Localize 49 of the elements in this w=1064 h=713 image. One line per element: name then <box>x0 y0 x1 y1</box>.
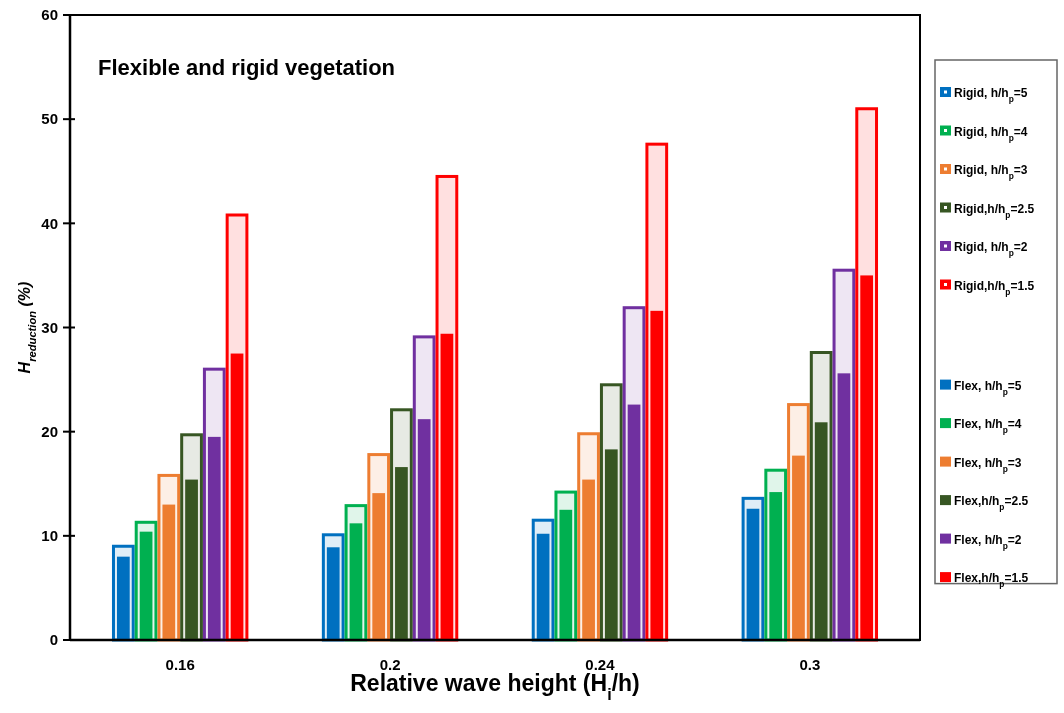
y-tick-label: 30 <box>41 318 58 336</box>
x-axis-title: Relative wave height (H$_{i}$/h) <box>350 670 640 703</box>
legend-label: Flex, h/h$_{p}$=5 <box>954 378 1022 397</box>
bar <box>814 422 828 640</box>
legend-label: Flex, h/h$_{p}$=3 <box>954 455 1022 474</box>
bar <box>627 404 641 640</box>
bar <box>792 455 805 640</box>
x-tick-label: 0.3 <box>799 656 821 673</box>
legend-label: Flex,h/h$_{p}$=1.5 <box>954 571 1029 590</box>
bar <box>230 353 244 640</box>
legend-label: Rigid,h/h$_{p}$=1.5 <box>954 278 1035 297</box>
text: Flexible and rigid vegetation <box>98 55 396 80</box>
legend-label: Rigid, h/h$_{p}$=3 <box>954 163 1028 181</box>
legend-label: Flex, h/h$_{p}$=4 <box>954 417 1022 436</box>
bar <box>349 523 363 640</box>
legend-label: Rigid, h/h$_{p}$=5 <box>954 86 1028 104</box>
bar <box>860 275 874 640</box>
legend-label: Rigid, h/h$_{p}$=4 <box>954 124 1028 143</box>
bar <box>440 333 454 640</box>
y-tick-label: 10 <box>41 527 58 545</box>
y-tick-label: 0 <box>49 631 58 649</box>
bar <box>395 467 408 640</box>
legend-label: Rigid, h/h$_{p}$=2 <box>954 240 1028 258</box>
bar <box>650 310 664 640</box>
bar <box>116 556 130 640</box>
bar <box>582 479 595 640</box>
bar <box>417 419 431 640</box>
bar <box>837 373 851 640</box>
y-tick-label: 60 <box>41 6 58 24</box>
bar <box>746 508 760 640</box>
legend-label: Flex,h/h$_{p}$=2.5 <box>954 494 1029 513</box>
y-tick-label: 20 <box>41 422 58 440</box>
y-tick-label: 50 <box>41 110 58 128</box>
x-tick-label: 0.2 <box>379 656 401 673</box>
legend-label: Rigid,h/h$_{p}$=2.5 <box>954 201 1035 220</box>
bar <box>207 436 221 640</box>
x-tick-label: 0.24 <box>585 656 616 673</box>
x-tick-label: 0.16 <box>165 656 195 673</box>
bar <box>372 493 386 640</box>
bar <box>185 479 198 640</box>
bar <box>326 547 340 640</box>
y-tick-label: 40 <box>41 214 58 232</box>
bar <box>536 533 550 640</box>
bar <box>604 449 618 640</box>
bar <box>769 492 783 640</box>
bar <box>559 509 573 640</box>
bar <box>139 531 153 640</box>
legend-label: Flex, h/h$_{p}$=2 <box>954 532 1022 551</box>
bar <box>162 504 176 640</box>
